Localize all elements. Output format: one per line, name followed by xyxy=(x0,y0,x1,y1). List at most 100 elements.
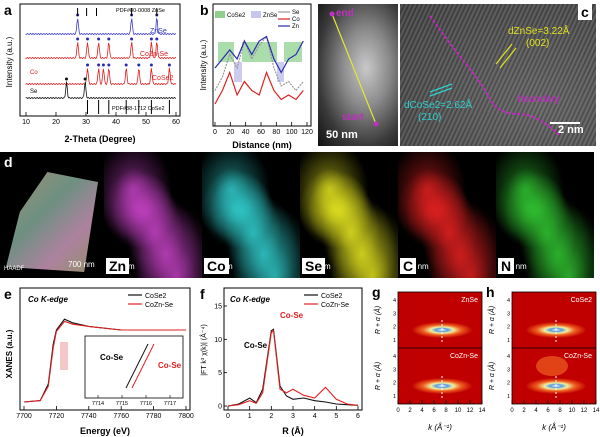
exafs-chart: Co K-edge CoSe2 CoZn-Se Co-Se Co-Se |FT k… xyxy=(199,287,363,436)
exafs-xlabel: R (Å) xyxy=(282,426,304,436)
hrtem-scale-bar xyxy=(550,122,580,124)
xanes-tick-label-3: 7760 xyxy=(113,413,129,420)
xrd-peak-marker-CoZn-Se-4 xyxy=(130,37,134,41)
element-map-zn: 700 nm xyxy=(104,152,202,278)
xrd-tick-label-0: 10 xyxy=(22,119,30,126)
hrtem-image: dZnSe=3.22Å (002) dCoSe2=2.62Å (210) bou… xyxy=(400,4,596,146)
wavelet-h: CoSe2 CoZn-Se R + α (Å) R + α (Å) k (Å⁻¹… xyxy=(487,291,600,432)
xrd-legend-co: Co xyxy=(30,70,38,76)
panel-letter-a: a xyxy=(4,2,12,18)
xrd-tick-label-2: 30 xyxy=(82,119,90,126)
xrd-tick-label-3: 40 xyxy=(112,119,120,126)
xrd-peak-marker-CoSe2-3 xyxy=(107,63,111,67)
xanes-tick-label-5: 7800 xyxy=(178,413,194,420)
wavelet-h-tick-label-5: 10 xyxy=(569,408,576,414)
element-map-c: 700 nm xyxy=(398,152,496,278)
hrtem-boundary: boundary xyxy=(518,94,560,105)
xanes-inset-tick-label-0: 7714 xyxy=(92,401,104,407)
wavelet-g-tick-label-2: 4 xyxy=(420,408,424,414)
xrd-peak-marker-Se-0 xyxy=(65,77,68,81)
panel-letter-d: d xyxy=(4,154,13,170)
wavelet-h-ytick-0-2: 2 xyxy=(507,325,510,331)
wavelet-g-tick-label-3: 6 xyxy=(432,408,436,414)
element-letter-se: Se xyxy=(302,258,326,274)
element-letter-c: C xyxy=(400,258,417,274)
wavelet-h-tick-label-2: 4 xyxy=(534,408,538,414)
panel-letter-c: c xyxy=(578,4,592,20)
wavelet-h-ylabel-top: R + α (Å) xyxy=(487,306,496,334)
linescan-tick-label-6: 120 xyxy=(301,129,313,136)
wavelet-h-top-label: CoSe2 xyxy=(571,297,593,304)
panel-letter-e: e xyxy=(4,286,12,302)
exafs-ytick-label-1: 10 xyxy=(214,337,222,344)
linescan-legend-label-Co: Co xyxy=(292,17,300,23)
linescan-xlabel: Distance (nm) xyxy=(232,140,292,150)
haadf-end-label: end xyxy=(336,8,354,19)
linescan-legend-label-Se: Se xyxy=(292,10,300,16)
xrd-peak-marker-CoZn-Se-5 xyxy=(149,37,153,41)
linescan-tick-label-3: 60 xyxy=(257,129,265,136)
exafs-tick-label-1: 1 xyxy=(248,413,252,420)
wavelet-g-ytick-1-1: 3 xyxy=(393,367,396,373)
wavelet-h-ytick-1-3: 1 xyxy=(507,394,510,400)
xrd-label-pdf-bottom: PDF#88-1712 CoSe2 xyxy=(112,106,165,112)
element-map-co: 700 nm xyxy=(202,152,300,278)
exafs-tick-label-2: 2 xyxy=(269,413,273,420)
linescan-tick-label-1: 20 xyxy=(226,129,234,136)
wavelet-g-top-label: ZnSe xyxy=(461,297,478,304)
panel-letter-f: f xyxy=(200,286,205,302)
linescan-legend-cose2: CoSe2 xyxy=(227,13,246,19)
wavelet-h-bottom-label: CoZn-Se xyxy=(564,353,592,360)
xrd-peak-marker-CoZn-Se-6 xyxy=(155,37,159,41)
wavelet-g-tick-label-7: 14 xyxy=(479,408,486,414)
exafs-tick-label-5: 5 xyxy=(334,413,338,420)
xrd-peak-marker-CoZn-Se-0 xyxy=(76,37,80,41)
wavelet-g-ytick-0-1: 3 xyxy=(393,311,396,317)
wavelet-g-ytick-1-0: 4 xyxy=(393,354,396,360)
hrtem-d-znse: dZnSe=3.22Å xyxy=(508,26,570,37)
xanes-inset-tick-label-1: 7715 xyxy=(116,401,128,407)
xanes-chart: Co K-edge CoSe2 CoZn-Se Co-Se Co-Se 7714 7… xyxy=(5,287,194,436)
xrd-peak-marker-CoZn-Se-3 xyxy=(107,37,111,41)
hrtem-plane-znse: (002) xyxy=(526,38,550,49)
wavelet-g-ylabel-top: R + α (Å) xyxy=(373,306,382,334)
wavelet-g-ytick-0-2: 2 xyxy=(393,325,396,331)
xanes-inset-tick-label-2: 7716 xyxy=(140,401,152,407)
xrd-peak-marker-CoZn-Se-1 xyxy=(86,37,89,41)
xanes-title: Co K-edge xyxy=(28,295,69,304)
wavelet-h-ylabel-bottom: R + α (Å) xyxy=(487,362,496,390)
xrd-label-pdf-top: PDF#80-0008 ZnSe xyxy=(116,8,165,14)
element-letter-zn: Zn xyxy=(106,258,130,274)
exafs-tick-label-0: 0 xyxy=(226,413,230,420)
element-map-se: 700 nm xyxy=(300,152,398,278)
haadf-map-image: HAADF xyxy=(0,152,104,278)
wavelet-g-ytick-1-2: 2 xyxy=(393,381,396,387)
linescan-ylabel: Intensity (a.u.) xyxy=(199,39,208,90)
linescan-tick-label-2: 40 xyxy=(242,129,250,136)
wavelet-h-ytick-1-2: 2 xyxy=(507,381,510,387)
wavelet-h-ytick-0-3: 1 xyxy=(507,338,510,344)
linescan-legend-znse: ZnSe xyxy=(263,13,278,19)
xrd-peak-marker-CoSe2-1 xyxy=(97,63,101,67)
exafs-series-1 xyxy=(227,329,359,407)
wavelet-g-ytick-1-3: 1 xyxy=(393,394,396,400)
xrd-tick-label-5: 60 xyxy=(172,119,180,126)
haadf-map-scale: 700 nm xyxy=(68,260,95,269)
xanes-tick-label-4: 7780 xyxy=(146,413,162,420)
exafs-legend-label-1: CoZn-Se xyxy=(321,302,349,309)
wavelet-h-tick-label-6: 12 xyxy=(581,408,588,414)
xanes-tick-label-2: 7740 xyxy=(81,413,97,420)
xrd-peak-marker-CoSe2-6 xyxy=(149,63,153,67)
hrtem-plane-cose2: (210) xyxy=(418,112,442,123)
xrd-peak-marker-CoSe2-2 xyxy=(101,63,105,67)
hrtem-d-cose2: dCoSe2=2.62Å xyxy=(404,100,473,111)
xrd-label-znse: ZnSe xyxy=(150,28,167,35)
xanes-xlabel: Energy (eV) xyxy=(80,426,130,436)
xanes-legend-label-0: CoSe2 xyxy=(145,293,167,300)
hrtem-scale: 2 nm xyxy=(558,124,584,136)
xrd-tick-label-4: 50 xyxy=(142,119,150,126)
xrd-series-CoSe2 xyxy=(25,67,177,86)
haadf-start-label: start xyxy=(342,112,364,123)
xanes-legend-label-1: CoZn-Se xyxy=(145,302,173,309)
